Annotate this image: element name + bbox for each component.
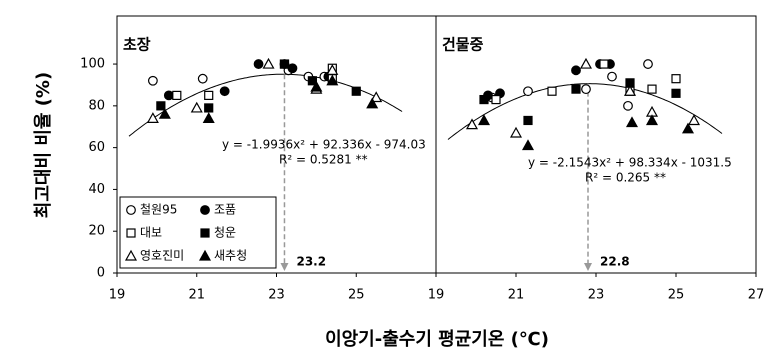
- data-point: [687, 114, 701, 126]
- y-axis-label: 최고대비 비율 (%): [33, 72, 54, 218]
- legend-marker: [126, 228, 136, 238]
- data-point: [156, 101, 166, 111]
- trend-r2: R² = 0.5281 **: [279, 153, 368, 167]
- legend-marker: [200, 205, 210, 215]
- legend-marker: [198, 249, 212, 261]
- data-point: [523, 86, 533, 97]
- data-point: [146, 112, 159, 123]
- trend-equation: y = -2.1543x² + 98.334x - 1031.5: [528, 156, 732, 170]
- data-point: [509, 126, 523, 138]
- legend-label: 청운: [214, 226, 236, 240]
- data-point: [326, 64, 339, 75]
- x-tick-label: 21: [508, 288, 525, 303]
- data-point: [681, 122, 695, 134]
- data-point: [465, 118, 479, 130]
- y-tick-label: 0: [97, 266, 105, 281]
- x-tick-label: 21: [188, 288, 205, 303]
- data-point: [262, 57, 275, 69]
- data-point: [163, 90, 174, 101]
- data-point: [307, 76, 317, 86]
- data-point: [147, 75, 158, 86]
- y-tick-label: 20: [88, 224, 105, 239]
- data-point: [643, 59, 653, 69]
- y-tick-label: 80: [88, 98, 105, 113]
- x-axis-label: 이앙기-출수기 평균기온 (℃): [325, 329, 549, 350]
- data-point: [279, 59, 290, 69]
- data-point: [202, 112, 215, 123]
- legend-label: 새추청: [214, 249, 247, 263]
- data-point: [190, 101, 203, 113]
- data-point: [172, 90, 182, 100]
- legend-marker: [126, 205, 136, 215]
- data-point: [521, 139, 535, 151]
- data-point: [326, 74, 339, 86]
- optimum-label: 22.8: [600, 255, 630, 269]
- optimum-label: 23.2: [296, 255, 326, 269]
- data-point: [477, 114, 491, 126]
- data-point: [287, 63, 298, 74]
- data-point: [671, 88, 681, 98]
- legend-marker: [124, 249, 138, 261]
- trend-r2: R² = 0.265 **: [585, 171, 666, 185]
- y-tick-label: 40: [88, 182, 105, 197]
- x-tick-label: 25: [668, 288, 685, 303]
- data-point: [645, 114, 659, 126]
- x-tick-label: 19: [109, 288, 126, 303]
- data-point: [623, 84, 637, 96]
- data-point: [366, 97, 379, 109]
- plot-frame: [435, 15, 757, 274]
- data-point: [581, 84, 591, 95]
- data-point: [671, 74, 681, 84]
- x-tick-label: 25: [348, 288, 365, 303]
- x-tick-label: 23: [268, 288, 285, 303]
- data-point: [607, 71, 617, 82]
- data-point: [491, 94, 501, 105]
- optimum-arrow: [280, 263, 289, 271]
- panel-title: 초장: [123, 36, 151, 54]
- data-point: [310, 80, 323, 92]
- data-point: [204, 90, 214, 100]
- panel-title: 건물중: [442, 36, 484, 54]
- legend-marker: [200, 228, 210, 238]
- data-point: [599, 59, 609, 69]
- data-point: [197, 73, 208, 84]
- legend-label: 영호진미: [140, 249, 184, 263]
- data-point: [204, 103, 214, 113]
- data-point: [219, 86, 230, 97]
- trend-curve: [128, 73, 403, 137]
- data-point: [253, 59, 264, 69]
- x-tick-label: 23: [588, 288, 605, 303]
- y-tick-label: 60: [88, 140, 105, 155]
- data-point: [571, 65, 581, 76]
- legend-label: 철원95: [140, 203, 177, 217]
- data-point: [351, 86, 361, 96]
- legend-box: [119, 196, 277, 269]
- legend-label: 조품: [214, 203, 236, 217]
- data-point: [370, 91, 383, 103]
- x-tick-label: 27: [748, 288, 765, 303]
- data-point: [158, 107, 171, 119]
- data-point: [547, 86, 557, 96]
- data-point: [479, 94, 489, 105]
- optimum-arrow: [584, 263, 592, 271]
- data-point: [623, 100, 633, 111]
- legend-label: 대보: [140, 226, 162, 240]
- y-tick-label: 100: [80, 57, 105, 72]
- data-point: [579, 57, 593, 69]
- data-point: [647, 84, 657, 94]
- data-point: [523, 115, 533, 126]
- data-point: [571, 84, 581, 94]
- trend-equation: y = -1.9936x² + 92.336x - 974.03: [222, 138, 426, 152]
- data-point: [625, 116, 639, 128]
- trend-curve: [447, 83, 723, 140]
- x-tick-label: 19: [428, 288, 445, 303]
